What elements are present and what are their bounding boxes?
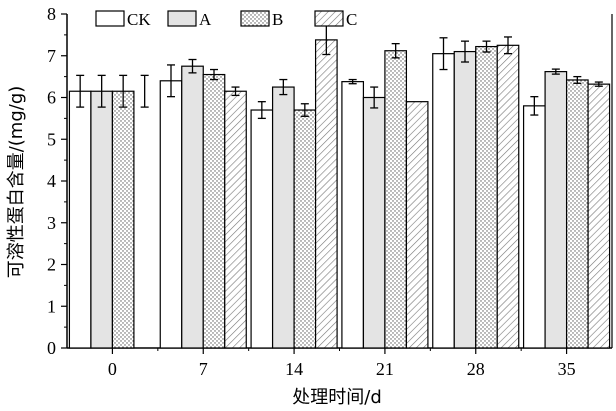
bar-a-0 [90, 90, 114, 349]
bar-a-28 [453, 50, 477, 349]
bar-ck-35 [522, 105, 546, 349]
bar-a-35 [544, 71, 568, 349]
bar-b-7 [202, 73, 226, 349]
bar-b-28 [475, 45, 498, 349]
y-tick-label: 8 [47, 4, 56, 24]
x-tick-label: 7 [199, 359, 208, 379]
legend-label-ck: CK [127, 10, 151, 29]
x-tick-label: 14 [285, 359, 303, 379]
y-tick-label: 1 [47, 296, 56, 316]
bar-ck-14 [250, 109, 274, 349]
bar-ck-0 [68, 90, 92, 349]
y-tick-label: 3 [47, 213, 56, 233]
bar-c-14 [314, 39, 338, 349]
legend-swatch-b [240, 10, 270, 27]
x-axis-title: 处理时间/d [292, 387, 382, 408]
legend-swatch-a [167, 10, 197, 27]
legend-label-c: C [346, 10, 357, 29]
bar-b-14 [293, 109, 317, 349]
y-tick-label: 4 [47, 171, 56, 191]
x-tick-label: 0 [108, 359, 117, 379]
bar-ck-28 [432, 53, 455, 349]
legend-label-a: A [199, 10, 212, 29]
bar-b-21 [384, 50, 408, 349]
x-tick-label: 28 [467, 359, 485, 379]
legend-swatch-ck [95, 10, 125, 27]
y-tick-label: 2 [47, 255, 56, 275]
bar-a-7 [181, 65, 204, 349]
bar-a-14 [271, 86, 295, 349]
legend-swatch-c [314, 10, 344, 27]
legend-label-b: B [272, 10, 283, 29]
bar-c-35 [587, 83, 611, 349]
bar-b-35 [565, 79, 589, 349]
legend: CK A B C [95, 10, 357, 29]
x-tick-label: 35 [558, 359, 576, 379]
bar-b-0 [111, 90, 135, 349]
y-tick-label: 5 [47, 129, 56, 149]
bar-c-7 [224, 90, 247, 349]
y-tick-label: 7 [47, 46, 56, 66]
bar-c-21 [405, 101, 429, 349]
bar-c-28 [496, 44, 520, 349]
x-tick-label: 21 [376, 359, 394, 379]
bar-ck-7 [159, 80, 183, 349]
bar-a-21 [362, 96, 386, 349]
bar-ck-21 [341, 81, 365, 349]
y-tick-label: 6 [47, 88, 56, 108]
y-tick-label: 0 [47, 338, 56, 358]
y-axis-title: 可溶性蛋白含量/(mg/g) [6, 86, 27, 279]
